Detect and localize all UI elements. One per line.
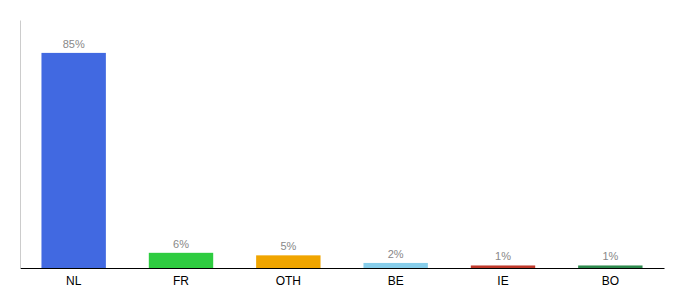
x-tick-label: NL [66, 274, 82, 288]
x-tick-label: OTH [276, 274, 301, 288]
x-axis: NL FR OTH BE IE BO [21, 268, 665, 288]
plot-area: 85% 6% 5% 2% 1% 1% NL FR OTH BE IE BO [21, 21, 665, 288]
bars [41, 53, 642, 268]
x-axis-line [21, 268, 665, 269]
x-tick: OTH [276, 268, 301, 288]
data-label: 2% [388, 248, 404, 260]
y-axis-line [20, 21, 21, 269]
bar [41, 53, 105, 268]
data-label: 85% [63, 38, 85, 50]
data-label: 1% [602, 250, 618, 262]
bar [149, 253, 213, 268]
data-label: 6% [173, 238, 189, 250]
data-label: 1% [495, 250, 511, 262]
x-tick-label: BO [602, 274, 619, 288]
bar [578, 265, 642, 268]
bar [256, 255, 320, 268]
bar [471, 265, 535, 268]
data-label: 5% [280, 240, 296, 252]
x-tick: NL [66, 268, 82, 288]
x-tick: IE [497, 268, 508, 288]
x-tick-label: IE [497, 274, 508, 288]
x-tick-label: FR [173, 274, 189, 288]
bar [363, 263, 427, 268]
data-labels: 85% 6% 5% 2% 1% 1% [63, 38, 619, 263]
x-tick: BO [602, 268, 619, 288]
x-tick: FR [173, 268, 189, 288]
chart-svg: 85% 6% 5% 2% 1% 1% NL FR OTH BE IE BO [0, 0, 680, 300]
y-axis [20, 21, 21, 269]
x-tick: BE [388, 268, 404, 288]
x-tick-label: BE [388, 274, 404, 288]
